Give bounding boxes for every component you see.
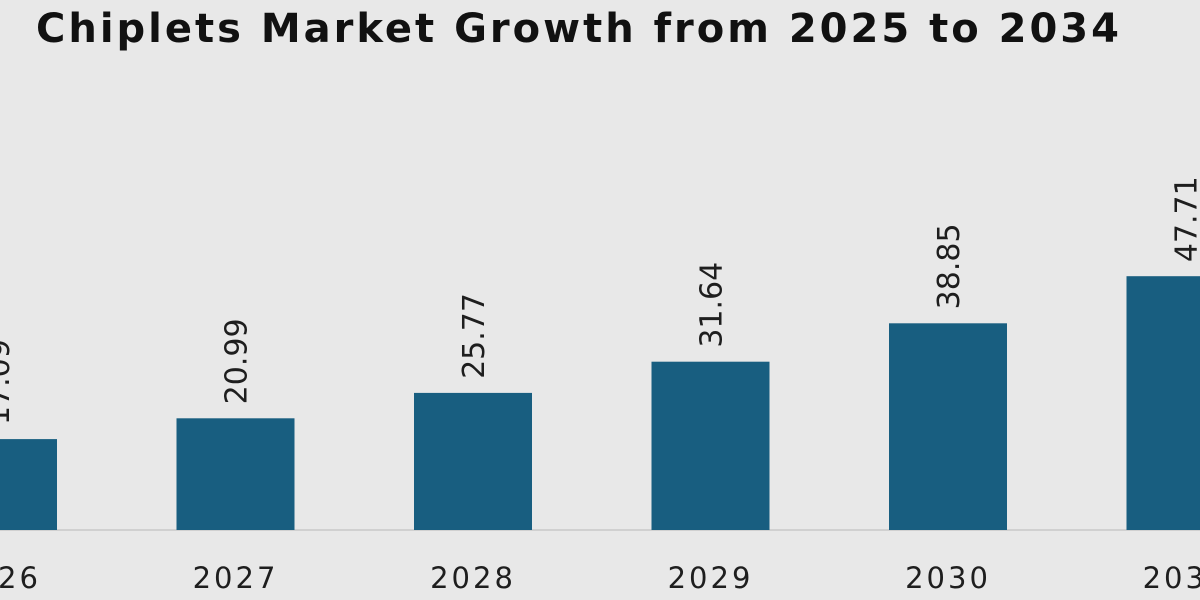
x-tick-label-group: 2026 2027 2028 2029 2030 2031	[0, 561, 1200, 595]
data-label-group: 17.09 20.99 25.77 31.64 38.85 47.71	[0, 176, 1200, 425]
x-tick-label-2027: 2027	[193, 561, 279, 595]
data-label-2027: 20.99	[220, 318, 255, 404]
x-tick-label-2026: 2026	[0, 561, 41, 595]
data-label-2029: 31.64	[695, 262, 730, 348]
chart-title: Chiplets Market Growth from 2025 to 2034	[36, 6, 1122, 52]
data-label-2028: 25.77	[457, 293, 492, 379]
x-tick-label-2030: 2030	[905, 561, 991, 595]
x-tick-label-2028: 2028	[430, 561, 516, 595]
x-tick-label-2031: 2031	[1143, 561, 1200, 595]
bar-2029	[651, 361, 770, 530]
bar-2028	[414, 392, 532, 530]
bar-2027	[176, 418, 295, 530]
data-label-2026: 17.09	[0, 339, 17, 425]
bar-series	[0, 276, 1200, 530]
data-label-2031: 47.71	[1170, 176, 1200, 262]
data-label-2030: 38.85	[932, 223, 967, 309]
bar-2030	[889, 323, 1007, 530]
bar-2026	[0, 439, 57, 530]
x-tick-label-2029: 2029	[668, 561, 754, 595]
bar-2031	[1126, 276, 1200, 530]
